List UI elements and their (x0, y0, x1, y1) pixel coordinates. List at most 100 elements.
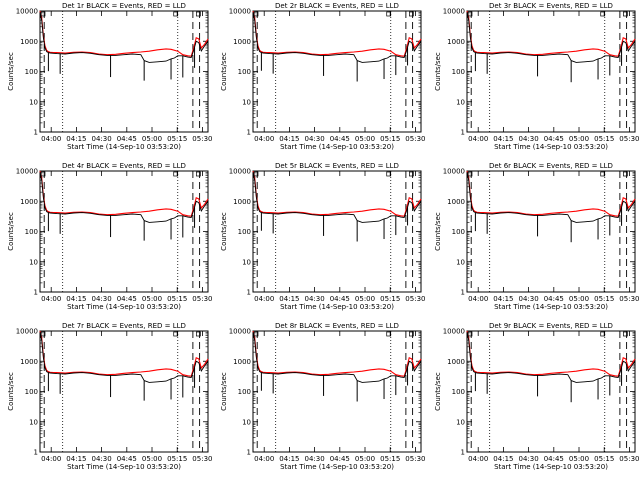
x-tick-label: 05:15 (167, 455, 187, 463)
x-axis-label: Start Time (14-Sep-10 03:53:20) (280, 303, 394, 311)
series-lld (466, 10, 636, 57)
y-tick-label: 10000 (229, 8, 251, 16)
y-tick-label: 10 (242, 418, 251, 426)
x-tick-label: 05:00 (142, 135, 162, 143)
y-tick-label: 100 (25, 228, 38, 236)
x-axis-label: Start Time (14-Sep-10 03:53:20) (280, 143, 394, 151)
x-axis-label: Start Time (14-Sep-10 03:53:20) (67, 303, 181, 311)
y-axis-label: Counts/sec (434, 52, 442, 91)
x-tick-label: 04:15 (66, 295, 86, 303)
x-tick-label: 05:30 (405, 135, 425, 143)
x-tick-label: 04:15 (493, 295, 513, 303)
panel-det-6: Det 6r BLACK = Events, RED = LLD 1 10 100 10… (434, 162, 639, 311)
top-box-marker (386, 331, 392, 337)
x-tick-label: 05:30 (619, 135, 639, 143)
x-tick-label: 04:45 (544, 295, 564, 303)
x-tick-label: 04:45 (544, 455, 564, 463)
x-tick-label: 04:00 (254, 295, 274, 303)
panel-title: Det 9r BLACK = Events, RED = LLD (489, 322, 613, 330)
top-box-marker (253, 11, 259, 17)
y-tick-label: 100 (238, 68, 251, 76)
y-tick-label: 10 (29, 98, 38, 106)
x-tick-label: 04:15 (279, 455, 299, 463)
panel-det-9: Det 9r BLACK = Events, RED = LLD 1 10 100 10… (434, 322, 639, 471)
y-tick-label: 10000 (443, 328, 465, 336)
y-axis-label: Counts/sec (220, 372, 228, 411)
series-lld (252, 10, 422, 57)
y-tick-label: 1000 (20, 198, 38, 206)
series-events (252, 172, 422, 223)
y-tick-label: 1000 (447, 38, 465, 46)
y-tick-label: 100 (452, 388, 465, 396)
series-events (466, 332, 636, 383)
x-tick-label: 05:15 (594, 295, 614, 303)
x-tick-label: 04:45 (544, 135, 564, 143)
y-tick-label: 1 (247, 289, 251, 297)
y-tick-label: 10 (29, 258, 38, 266)
x-tick-label: 05:30 (192, 295, 212, 303)
x-tick-label: 04:30 (92, 455, 112, 463)
y-tick-label: 100 (238, 388, 251, 396)
x-tick-label: 05:30 (405, 455, 425, 463)
top-box-marker (386, 11, 392, 17)
y-tick-label: 1 (34, 449, 38, 457)
x-tick-label: 04:45 (117, 135, 137, 143)
x-tick-label: 05:30 (192, 135, 212, 143)
y-tick-label: 1000 (447, 198, 465, 206)
x-axis-label: Start Time (14-Sep-10 03:53:20) (494, 463, 608, 471)
panel-det-2: Det 2r BLACK = Events, RED = LLD 1 10 100 10… (220, 2, 425, 151)
panel-title: Det 5r BLACK = Events, RED = LLD (275, 162, 399, 170)
series-events (39, 332, 209, 383)
top-box-marker (409, 331, 414, 337)
x-tick-label: 05:00 (569, 135, 589, 143)
panel-det-3: Det 3r BLACK = Events, RED = LLD 1 10 100 10… (434, 2, 639, 151)
x-axis-label: Start Time (14-Sep-10 03:53:20) (494, 303, 608, 311)
top-box-marker (196, 331, 201, 337)
y-tick-label: 1 (247, 449, 251, 457)
x-tick-label: 05:30 (619, 295, 639, 303)
x-tick-label: 04:30 (305, 295, 325, 303)
x-tick-label: 05:00 (569, 455, 589, 463)
y-axis-label: Counts/sec (7, 372, 15, 411)
x-tick-label: 05:30 (405, 295, 425, 303)
top-box-marker (173, 331, 179, 337)
y-tick-label: 1000 (233, 38, 251, 46)
top-box-marker (467, 331, 473, 337)
series-lld (39, 330, 209, 377)
top-box-marker (409, 171, 414, 177)
x-tick-label: 04:45 (330, 295, 350, 303)
panel-title: Det 8r BLACK = Events, RED = LLD (275, 322, 399, 330)
top-box-marker (467, 171, 473, 177)
x-tick-label: 04:00 (41, 295, 61, 303)
x-tick-label: 04:45 (330, 135, 350, 143)
top-box-marker (467, 11, 473, 17)
x-tick-label: 04:30 (305, 455, 325, 463)
top-box-marker (173, 171, 179, 177)
panel-title: Det 7r BLACK = Events, RED = LLD (62, 322, 186, 330)
series-events (252, 12, 422, 63)
x-tick-label: 05:15 (380, 295, 400, 303)
y-tick-label: 1000 (447, 358, 465, 366)
x-axis-label: Start Time (14-Sep-10 03:53:20) (280, 463, 394, 471)
series-lld (39, 170, 209, 217)
panel-title: Det 3r BLACK = Events, RED = LLD (489, 2, 613, 10)
top-box-marker (40, 171, 46, 177)
y-tick-label: 1 (461, 289, 465, 297)
x-tick-label: 04:45 (117, 455, 137, 463)
y-tick-label: 10 (29, 418, 38, 426)
panel-title: Det 1r BLACK = Events, RED = LLD (62, 2, 186, 10)
x-tick-label: 05:15 (167, 295, 187, 303)
x-axis-label: Start Time (14-Sep-10 03:53:20) (67, 463, 181, 471)
series-events (39, 12, 209, 63)
series-lld (252, 170, 422, 217)
x-tick-label: 05:00 (142, 295, 162, 303)
top-box-marker (253, 171, 259, 177)
x-tick-label: 04:00 (468, 295, 488, 303)
y-axis-label: Counts/sec (434, 212, 442, 251)
x-tick-label: 05:30 (192, 455, 212, 463)
x-tick-label: 04:30 (519, 295, 539, 303)
y-tick-label: 10000 (16, 328, 38, 336)
x-tick-label: 05:00 (569, 295, 589, 303)
x-tick-label: 05:00 (355, 295, 375, 303)
